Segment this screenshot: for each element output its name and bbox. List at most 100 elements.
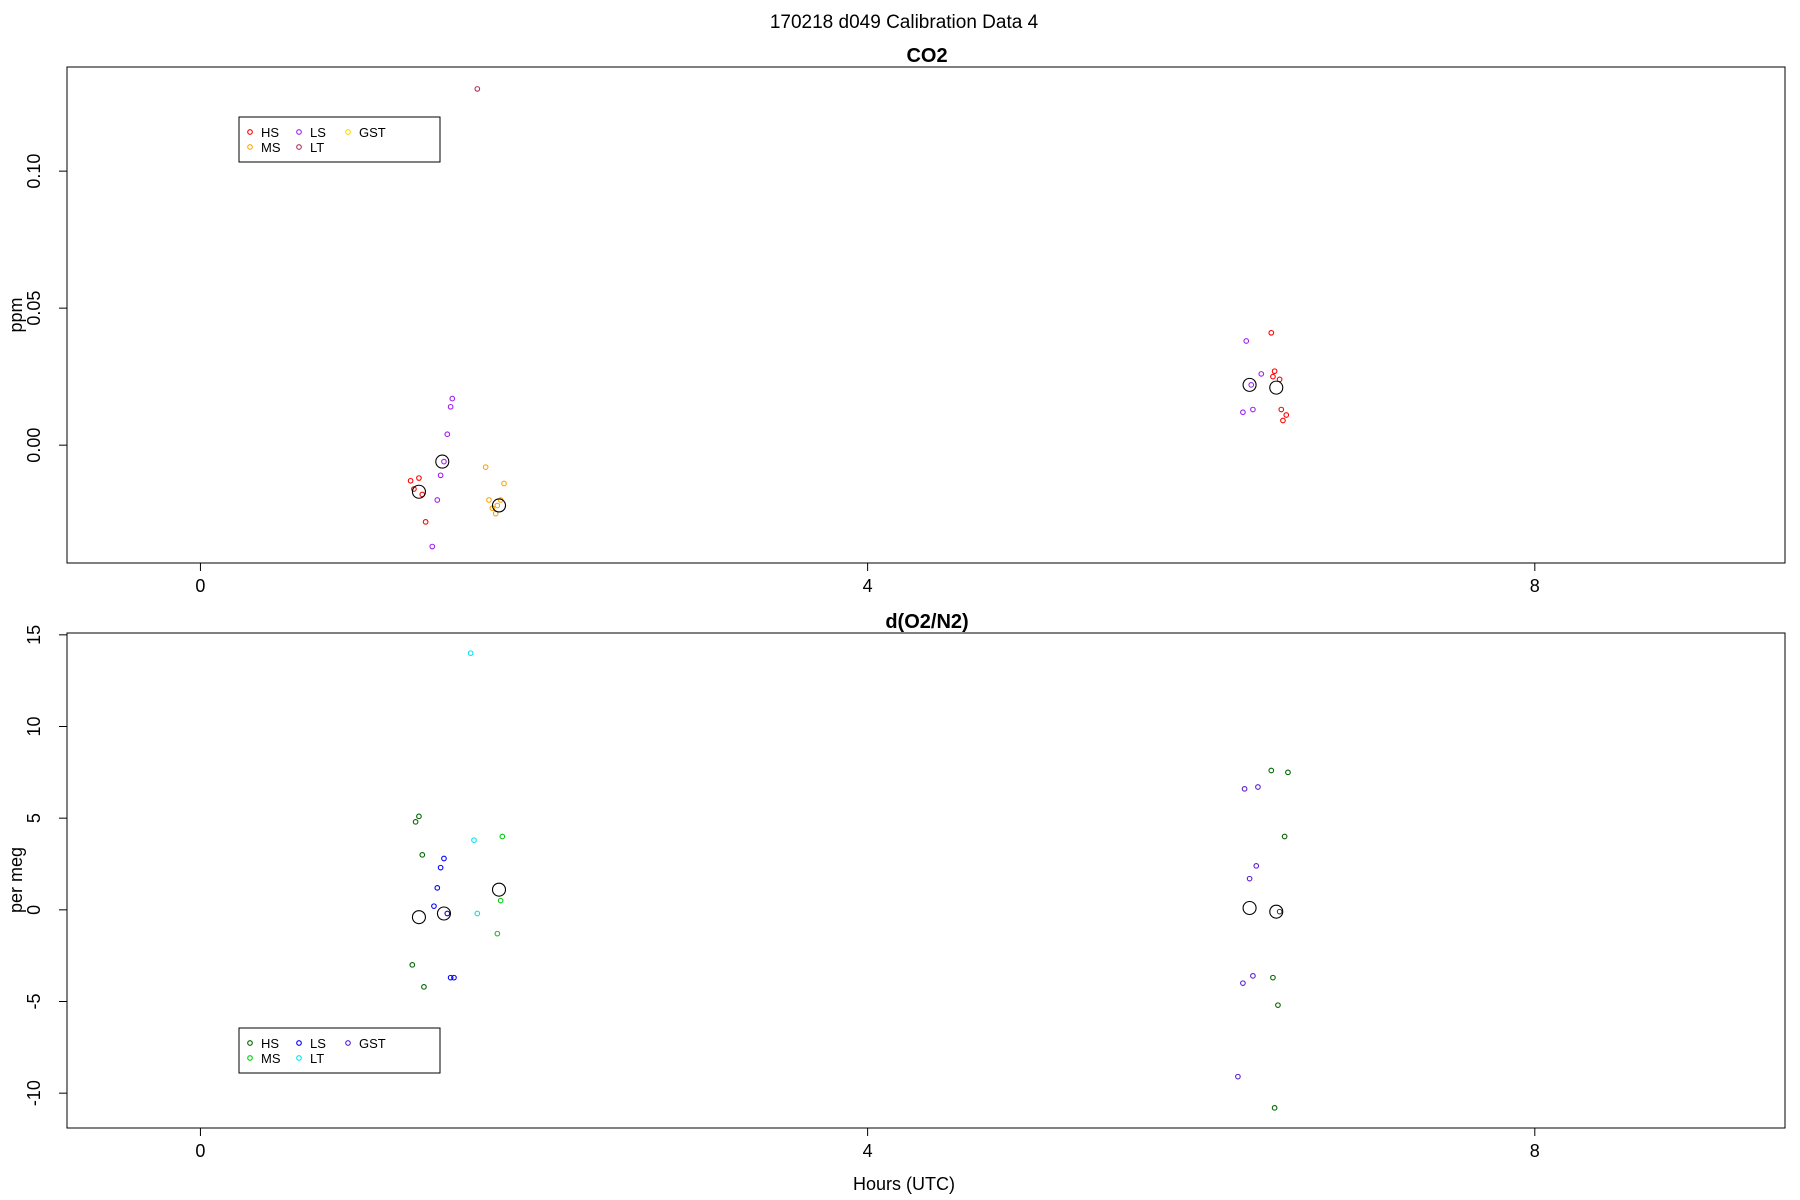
o2n2-point-hs [419, 851, 426, 858]
o2n2-panel: d(O2/N2) 0 4 8 -10 -5 0 5 10 15 per meg Hours (… [6, 611, 1786, 1194]
co2-point-hs [1283, 412, 1290, 418]
co2-point-ls [1250, 406, 1256, 413]
co2-legend-marker-lt [296, 144, 302, 150]
co2-legend-label-hs: HS [261, 125, 279, 140]
co2-x-tick-label: 8 [1530, 576, 1540, 596]
o2n2-point-gst [1255, 784, 1261, 790]
o2n2-point-hs [421, 983, 427, 990]
co2-point-hs [1270, 373, 1276, 380]
o2n2-point-hs [1281, 833, 1288, 840]
co2-legend-label-gst: GST [359, 125, 386, 140]
co2-point-hs [416, 475, 422, 481]
o2n2-point-ls [451, 974, 457, 981]
o2n2-x-label: Hours (UTC) [853, 1174, 955, 1194]
o2n2-point-lt [467, 650, 474, 657]
co2-point-hs [407, 477, 414, 484]
co2-point-ls [437, 472, 444, 479]
o2n2-point-hs [1276, 908, 1283, 915]
co2-legend-marker-ls [296, 129, 302, 135]
co2-x-tick-label: 0 [195, 576, 205, 596]
o2n2-point-hs [1285, 769, 1291, 776]
co2-legend-marker-hs [247, 129, 253, 135]
o2n2-x-tick-label: 8 [1530, 1141, 1540, 1161]
o2n2-y-tick-label: 15 [24, 625, 44, 645]
o2n2-x-tick-label: 0 [195, 1141, 205, 1161]
co2-y-tick-label: 0.10 [24, 154, 44, 189]
o2n2-point-hs [1268, 767, 1275, 774]
co2-point-ms [486, 497, 492, 503]
o2n2-legend-label-lt: LT [310, 1051, 324, 1066]
o2n2-point-gst [1240, 980, 1246, 987]
o2n2-point-ls [437, 864, 444, 871]
co2-point-ms [494, 502, 501, 509]
o2n2-point-gst [1241, 785, 1248, 792]
o2n2-point-ms [497, 897, 504, 904]
o2n2-point-ms [499, 833, 506, 840]
o2n2-legend-label-hs: HS [261, 1036, 279, 1051]
co2-x-axis: 0 4 8 [127, 562, 1544, 596]
co2-point-lt [474, 86, 481, 92]
co2-means [411, 377, 1284, 513]
co2-point-hs [1271, 368, 1278, 375]
co2-point-ls [1240, 409, 1246, 416]
o2n2-points [409, 650, 1291, 1111]
co2-point-hs [1278, 406, 1285, 413]
co2-mean-marker [491, 498, 507, 513]
co2-mean-marker [1242, 377, 1257, 392]
co2-mean-marker [435, 454, 450, 469]
co2-point-ls [429, 543, 436, 550]
o2n2-point-ls [434, 884, 441, 891]
o2n2-point-hs [412, 818, 419, 825]
o2n2-legend-marker-ls [296, 1040, 302, 1046]
o2n2-point-lt [474, 910, 481, 917]
o2n2-point-hs [1270, 974, 1276, 981]
o2n2-mean-marker [436, 906, 452, 921]
o2n2-means [411, 882, 1284, 925]
co2-legend-label-ls: LS [310, 125, 326, 140]
o2n2-y-tick-label: -10 [24, 1080, 44, 1106]
o2n2-legend-label-ms: MS [261, 1051, 281, 1066]
co2-point-hs [411, 486, 417, 492]
o2n2-point-ls [441, 855, 447, 862]
figure-suptitle: 170218 d049 Calibration Data 4 [770, 12, 1039, 33]
o2n2-legend-marker-ms [247, 1055, 253, 1061]
co2-point-ls [1248, 382, 1255, 388]
co2-legend-marker-gst [345, 129, 351, 135]
o2n2-mean-marker [1269, 904, 1284, 919]
co2-point-ms [482, 464, 489, 470]
o2n2-point-lt [471, 837, 477, 844]
o2n2-point-hs [416, 813, 422, 820]
o2n2-point-hs [409, 961, 416, 968]
o2n2-point-gst [1253, 862, 1260, 869]
co2-point-ls [434, 497, 441, 503]
co2-x-tick-label: 4 [863, 576, 873, 596]
o2n2-title: d(O2/N2) [885, 611, 968, 633]
o2n2-y-tick-label: -5 [24, 993, 44, 1009]
co2-point-ls [444, 431, 451, 438]
co2-point-hs [1280, 417, 1286, 424]
co2-point-ls [447, 403, 454, 410]
o2n2-legend-marker-hs [247, 1040, 253, 1046]
co2-title: CO2 [906, 45, 947, 67]
co2-y-label: ppm [6, 297, 26, 332]
co2-legend-marker-ms [247, 144, 253, 150]
o2n2-legend-label-ls: LS [310, 1036, 326, 1051]
co2-mean-marker [1269, 380, 1284, 395]
co2-legend-label-lt: LT [310, 140, 324, 155]
co2-legend-label-ms: MS [261, 140, 281, 155]
co2-points [407, 86, 1290, 550]
o2n2-legend-label-gst: GST [359, 1036, 386, 1051]
co2-legend-box [238, 116, 441, 163]
o2n2-legend-marker-lt [296, 1055, 302, 1061]
co2-point-ls [449, 395, 456, 402]
o2n2-y-tick-label: 10 [24, 716, 44, 736]
co2-point-ms [501, 480, 507, 487]
co2-point-ls [1258, 371, 1265, 377]
o2n2-point-ls [444, 910, 451, 917]
co2-mean-marker [411, 484, 426, 499]
o2n2-x-axis: 0 4 8 [127, 1127, 1544, 1161]
